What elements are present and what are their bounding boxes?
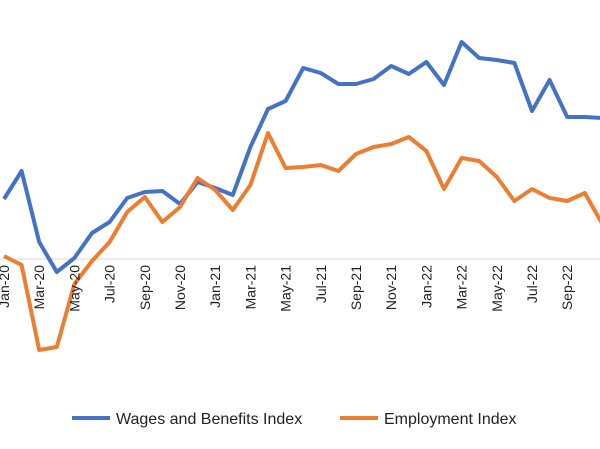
x-tick-label: Mar-20 [31,265,47,310]
legend: Wages and Benefits Index Employment Inde… [72,411,517,428]
x-tick-label: May-22 [489,265,505,312]
x-tick-label: May-20 [66,265,82,312]
series-line-wages-and-benefits-index [2,40,600,274]
x-tick-label: Jul-22 [524,265,540,303]
x-tick-label: Mar-22 [454,265,470,310]
x-tick-label: Sep-21 [348,265,364,310]
x-tick-label: Sep-22 [559,265,575,310]
x-axis-tick-labels: Jan-20 Mar-20 May-20 Jul-20 Sep-20 Nov-20 Jan-… [0,265,575,312]
x-tick-label: Sep-20 [137,265,153,310]
x-tick-label: Jul-21 [313,265,329,303]
series-layer [2,40,600,352]
x-tick-label: Jan-21 [207,265,223,308]
x-tick-label: Jul-20 [102,265,118,303]
x-tick-label: Jan-20 [0,265,12,308]
x-tick-label: Nov-20 [172,265,188,310]
x-tick-label: May-21 [278,265,294,312]
x-tick-label: Nov-21 [383,265,399,310]
series-line-employment-index [3,131,600,352]
legend-label-wages: Wages and Benefits Index [116,411,302,428]
x-tick-label: Jan-22 [418,265,434,308]
x-tick-label: Mar-21 [242,265,258,310]
legend-label-employment: Employment Index [384,411,517,428]
